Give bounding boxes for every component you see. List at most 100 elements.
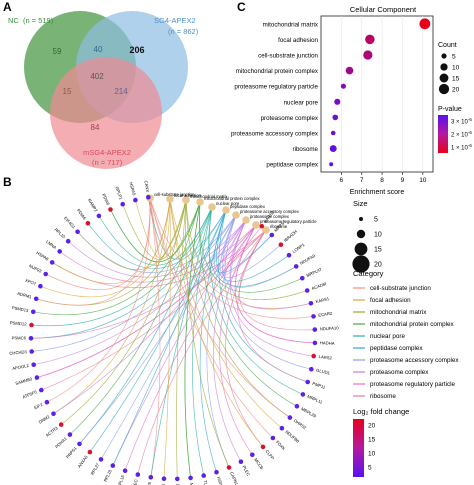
dotplot-row-label: mitochondrial matrix (263, 21, 319, 28)
dotplot-row-label: proteasome regulatory particle (234, 84, 318, 91)
network-gene-node (67, 432, 73, 437)
dotplot-row-label: ribosome (293, 146, 319, 153)
network-edge (169, 198, 311, 309)
network-edge (30, 209, 227, 339)
dotplot-row-label: proteasome complex (261, 115, 319, 122)
network-gene-node (75, 229, 80, 235)
venn-region-all: 402 (90, 72, 104, 81)
network-edge (33, 201, 201, 316)
dotplot-point (340, 83, 346, 89)
network-gene-label: RPL18 (103, 468, 113, 482)
network-edge (149, 197, 314, 319)
network-gene-label: PLEC (241, 465, 251, 477)
network-edge (234, 224, 315, 344)
network-gene-label: EIF2 (33, 402, 44, 411)
dotplot-x-ticks: 6 7 8 9 10 (340, 172, 427, 184)
network-term-label: proteasome regulatory particle (260, 219, 317, 224)
dotplot-row-label: mitochondrial protein complex (236, 68, 319, 75)
category-legend-label: proteasome accessory complex (370, 357, 459, 364)
network-edge (239, 229, 315, 331)
network-edge (208, 206, 297, 287)
network-edge (212, 219, 247, 462)
network-edge (112, 209, 227, 466)
dotplot-x-tick-label: 8 (380, 177, 384, 184)
dotplot-x-tick-label: 9 (401, 177, 405, 184)
network-gene-label: RPL27 (90, 462, 101, 476)
fc-legend-ticks: 20 15 10 5 (368, 423, 376, 472)
network-gene-label: SAMM50 (15, 376, 34, 386)
network-gene-node (49, 260, 55, 265)
network-term-label: peptidase complex (230, 204, 266, 209)
network-term-node (252, 221, 260, 229)
network-gene-label: ACADM (311, 281, 327, 291)
network-gene-node (110, 463, 116, 468)
network-edge (41, 229, 267, 391)
network-gene-node (77, 441, 82, 447)
venn-region-sg4-only: 206 (129, 45, 144, 55)
dotplot-row-label: peptidase complex (266, 162, 318, 169)
dotplot-row-label: nuclear pore (284, 99, 319, 106)
size-legend-dot (359, 217, 363, 221)
network-gene-node (311, 353, 317, 359)
network-gene-node (85, 221, 91, 226)
category-legend-label: mitochondrial matrix (370, 309, 427, 316)
network-gene-label: MMP14 (189, 483, 196, 485)
network-edge (229, 219, 311, 310)
network-gene-node (279, 425, 285, 431)
network-edge (219, 224, 257, 455)
network-edge (79, 214, 237, 445)
network-gene-label: ATP5F0 (22, 389, 38, 400)
network-edge (185, 199, 291, 418)
network-edge (79, 206, 213, 445)
venn-count-sg4: (n = 862) (168, 27, 199, 36)
size-legend-label: 20 (374, 262, 382, 269)
network-edge (185, 199, 230, 468)
fc-colorbar (353, 419, 364, 477)
network-gene-label: HSP90 (216, 476, 225, 485)
dotplot-plot-area (320, 15, 434, 173)
network-gene-node (308, 301, 314, 306)
venn-label-msg4: mSG4-APEX2 (83, 148, 131, 157)
network-term-node (222, 206, 230, 214)
network-gene-label: FOXK (275, 439, 287, 451)
network-gene-node (300, 392, 306, 397)
network-gene-label: TLN1 (203, 480, 210, 485)
network-gene-label: NUP35 (145, 481, 152, 485)
venn-circle-msg4 (50, 57, 162, 169)
count-legend-dot (440, 63, 448, 71)
network-gene-label: HSPA8 (35, 250, 50, 262)
network-gene-label: RPL15 (116, 474, 125, 485)
network-gene-node (38, 283, 43, 289)
dotplot-point (419, 18, 431, 30)
network-gene-label: NDUFA10 (320, 325, 340, 331)
category-legend-label: proteasome regulatory particle (370, 381, 456, 388)
count-legend-dot (438, 83, 450, 95)
dotplot-point (329, 162, 334, 167)
fc-tick-label: 5 (368, 465, 372, 472)
network-edge (237, 229, 308, 383)
network-edge (149, 197, 274, 439)
network-gene-node (31, 362, 36, 368)
size-legend-label: 5 (374, 217, 378, 224)
network-edge (87, 209, 227, 269)
network-gene-node (43, 271, 48, 277)
network-gene-node (304, 288, 310, 293)
network-edge (185, 199, 308, 300)
network-gene-label: ECAR2 (318, 311, 333, 318)
network-term-node (262, 226, 270, 234)
network-edge (36, 224, 257, 378)
dotplot-row-label: focal adhesion (278, 37, 318, 44)
network-gene-label: PSMD12 (10, 320, 28, 326)
network-gene-label: LONP1 (291, 242, 306, 254)
network-gene-label: DHRS2 (293, 418, 308, 431)
category-legend-label: cell-substrate junction (370, 285, 431, 292)
network-gene-label: RPLP1 (114, 186, 124, 201)
category-legend-label: peptidase complex (370, 345, 423, 352)
network-gene-node (226, 465, 232, 470)
network-gene-node (58, 422, 64, 427)
network-term-node (232, 211, 240, 219)
count-legend-label: 5 (452, 54, 456, 61)
network-edge (30, 229, 267, 339)
network-gene-node (270, 435, 276, 441)
network-gene-node (201, 473, 206, 478)
